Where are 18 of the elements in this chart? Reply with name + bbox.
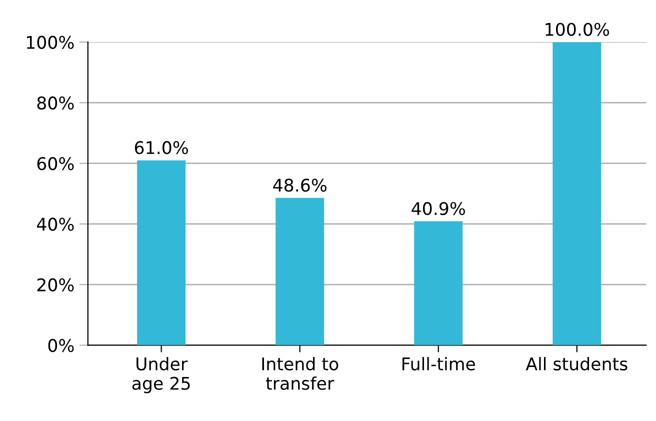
bar [137,160,186,346]
bar [552,42,602,346]
x-tick-label: All students [526,357,628,370]
data-label: 61.0% [134,141,188,154]
data-label: 48.6% [273,178,326,192]
y-tick-label: 20% [37,278,74,292]
y-tick-label: 60% [37,157,74,170]
data-label: 100.0% [546,22,610,36]
y-tick-label: 40% [36,218,74,231]
y-tick-label: 100% [26,36,74,49]
x-tick-label: Intend to transfer [262,357,338,390]
bar [276,198,324,346]
x-tick-label: Under age 25 [132,357,190,394]
x-tick-label: Full-time [402,357,476,370]
y-tick-label: 0% [48,338,74,352]
bar [414,221,463,346]
y-tick-label: 80% [37,96,74,110]
data-label: 40.9% [412,202,465,216]
